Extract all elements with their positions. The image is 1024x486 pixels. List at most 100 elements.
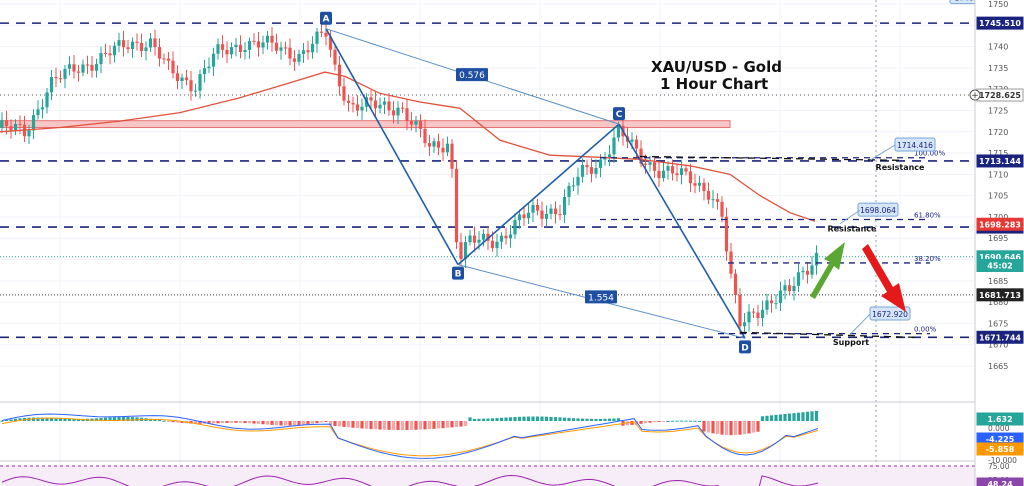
candle-body	[787, 285, 792, 292]
macd-histogram-bar	[751, 421, 756, 433]
macd-histogram-bar	[36, 417, 40, 421]
candle-body	[738, 294, 742, 327]
candle-body	[387, 101, 391, 111]
macd-histogram-bar	[423, 421, 427, 430]
macd-histogram-bar	[643, 421, 648, 424]
candle-body	[148, 38, 153, 48]
macd-histogram-bar	[171, 421, 175, 423]
ratio-label: 0.576	[459, 71, 485, 81]
candle-body	[45, 92, 49, 108]
macd-tick-label: -10.000	[988, 456, 1017, 465]
callout-leader	[869, 144, 896, 161]
macd-signal-line	[1, 417, 819, 457]
pattern-point-b	[452, 266, 464, 280]
candle-body	[265, 35, 270, 43]
macd-histogram-bar	[445, 421, 450, 428]
candle-body	[310, 43, 315, 53]
price-label-tag: 1690.646	[979, 253, 1021, 262]
macd-histogram-bar	[4, 420, 9, 422]
macd-histogram-bar	[175, 421, 180, 423]
candle-body	[567, 186, 571, 197]
candle-body	[499, 235, 504, 242]
macd-histogram-bar	[513, 417, 517, 421]
macd-histogram-bar	[450, 421, 454, 428]
candle-body	[472, 235, 477, 243]
fib-label: 38.20%	[914, 255, 941, 263]
macd-histogram-bar	[265, 421, 270, 425]
macd-histogram-bar	[459, 421, 463, 427]
candle-body	[603, 158, 607, 160]
macd-value-tag: -5.858	[986, 445, 1015, 454]
candle-body	[706, 191, 711, 200]
macd-histogram-bar	[490, 418, 495, 421]
candle-body	[454, 168, 459, 243]
candle-body	[234, 44, 238, 48]
candle-body	[103, 52, 108, 54]
gridlines	[0, 0, 975, 474]
candle-body	[247, 40, 252, 51]
candle-body	[436, 141, 441, 148]
candle-body	[67, 64, 72, 69]
macd-histogram-bar	[319, 421, 324, 423]
candle-body	[198, 74, 202, 91]
candle-body	[184, 77, 189, 81]
price-tick-label: 1675	[988, 319, 1008, 328]
macd-histogram-bar	[252, 421, 256, 424]
macd-histogram-bar	[288, 421, 292, 426]
macd-histogram-bar	[481, 418, 486, 421]
candle-body	[531, 204, 535, 213]
macd-histogram-bar	[274, 421, 279, 426]
macd-histogram-bar	[801, 412, 805, 421]
level-price-tag-badge	[976, 16, 1024, 30]
candle-body	[283, 47, 288, 49]
candle-body	[666, 166, 670, 171]
candle-body	[189, 80, 193, 92]
macd-histogram-bar	[814, 410, 819, 421]
candle-body	[153, 38, 157, 48]
ratio-badge	[585, 290, 617, 304]
pattern-point-d	[739, 340, 751, 354]
rsi-panel[interactable]	[0, 465, 975, 486]
candle-body	[427, 143, 432, 147]
candle-body	[504, 235, 508, 239]
candle-body	[171, 60, 175, 74]
macd-histogram-bar	[765, 415, 769, 421]
candle-body	[544, 213, 549, 219]
macd-histogram-bar	[67, 418, 72, 421]
fib-label: 0.00%	[914, 326, 937, 334]
macd-histogram-bar	[706, 421, 711, 433]
candle-body	[243, 50, 247, 53]
candle-body	[49, 77, 54, 93]
candle-body	[513, 220, 517, 235]
candle-body	[805, 270, 810, 275]
macd-panel[interactable]	[0, 401, 1024, 462]
chart-title-line-2: 1 Hour Chart	[660, 75, 769, 93]
macd-histogram-bar	[180, 421, 184, 424]
candle-body	[373, 100, 378, 109]
callout-leader	[849, 313, 871, 335]
macd-histogram-bar	[607, 418, 612, 421]
macd-histogram-bar	[306, 421, 310, 425]
macd-histogram-bar	[639, 421, 643, 424]
candle-body	[9, 126, 13, 131]
candle-body	[630, 139, 634, 142]
macd-histogram-bar	[585, 418, 589, 421]
macd-histogram-bar	[301, 421, 306, 425]
macd-histogram-bar	[72, 418, 76, 421]
macd-histogram-bar	[225, 421, 229, 423]
price-tick-label: 1720	[988, 128, 1008, 137]
macd-histogram-bar	[756, 421, 760, 432]
macd-histogram-bar	[661, 421, 666, 422]
candle-body	[598, 159, 603, 168]
candle-body	[346, 100, 351, 103]
candle-body	[702, 182, 706, 192]
macd-histogram-bar	[567, 417, 571, 421]
price-axis[interactable]: 1665167016751680168516901695170017051710…	[969, 0, 1024, 486]
candle-body	[256, 41, 261, 48]
candle-body	[301, 50, 306, 54]
callout-leader	[839, 209, 861, 225]
candle-body	[756, 312, 760, 318]
macd-histogram-bar	[351, 421, 355, 428]
harmonic-pattern[interactable]: A B C D 0.576 1.554	[320, 11, 751, 354]
